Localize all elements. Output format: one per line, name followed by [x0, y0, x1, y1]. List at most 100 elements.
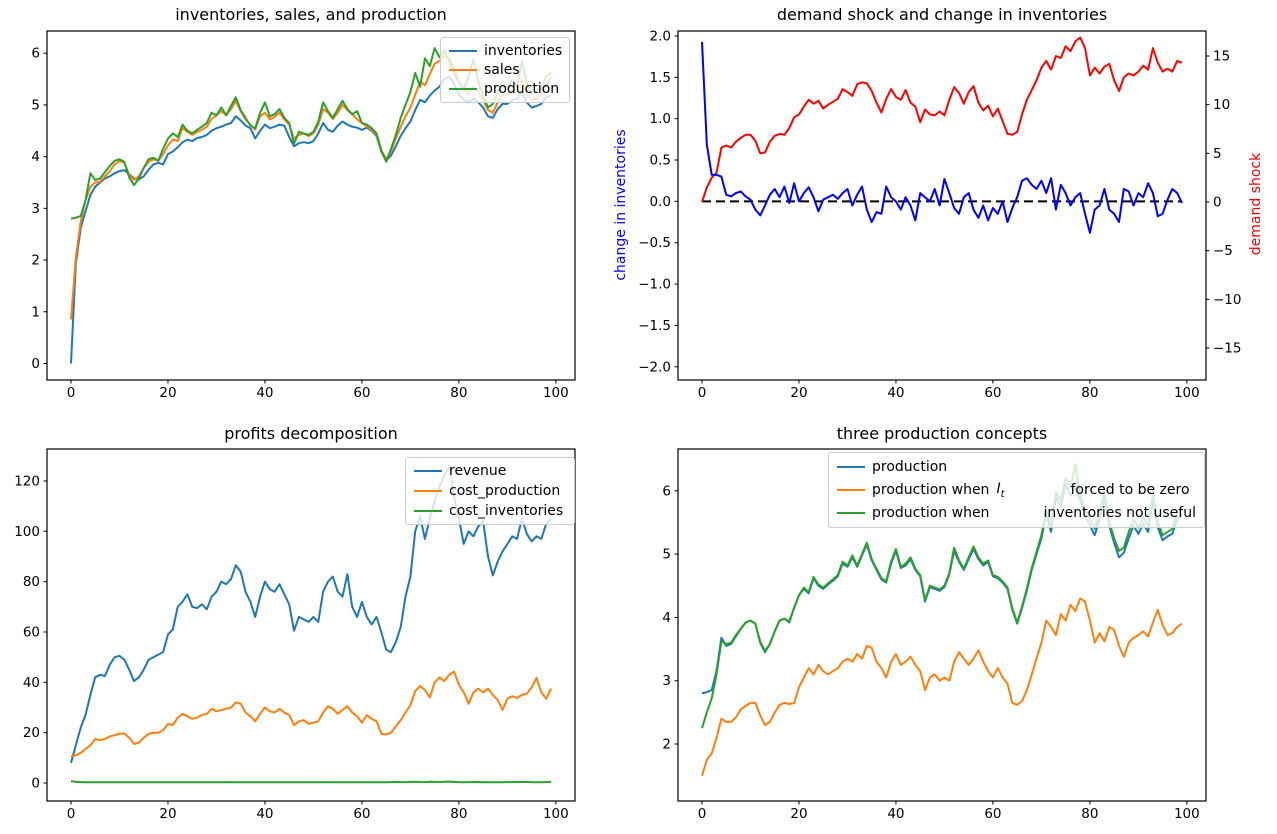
y-tick-label: 40 [23, 675, 40, 691]
x-tick-label: 80 [1081, 806, 1098, 822]
series-line-change-in-inventories [701, 41, 1183, 234]
y-tick-label-right: 15 [1213, 49, 1230, 65]
series-line-cost-production [70, 670, 552, 758]
y-tick-label-right: −15 [1213, 340, 1242, 356]
y-tick-label: 5 [31, 97, 40, 113]
legend-item: production when inventories not useful [837, 505, 1196, 521]
chart2-left-axis-label: change in inventories [613, 129, 629, 281]
y-tick-label: 2 [662, 737, 671, 753]
y-tick-label: 3 [662, 673, 671, 689]
math-symbol-It: It [996, 480, 1005, 500]
axes-frame [46, 30, 576, 381]
y-tick-label: 20 [23, 725, 40, 741]
series-line-revenue [70, 464, 552, 764]
y-tick-label: −2.0 [638, 359, 671, 375]
production-line-swatch [837, 465, 865, 468]
x-tick-label: 100 [543, 385, 569, 401]
production-line-swatch [449, 88, 477, 91]
y-tick-label: 1 [31, 304, 40, 320]
y-tick-label: 5 [662, 547, 671, 563]
y-tick-label: 80 [23, 574, 40, 590]
y-tick-label: 0 [31, 776, 40, 792]
x-tick-label: 100 [1174, 806, 1200, 822]
x-tick-label: 60 [984, 806, 1001, 822]
production-inv-not-useful-line-swatch [837, 512, 865, 515]
legend-item: production [837, 459, 1196, 475]
legend-item: sales [449, 62, 561, 78]
x-tick-label: 0 [698, 806, 707, 822]
x-tick-label: 60 [353, 385, 370, 401]
x-tick-label: 60 [984, 385, 1001, 401]
series-line-cost-inventories [70, 780, 552, 784]
legend-label: cost_production [449, 483, 561, 499]
series-line-demand-shock [701, 36, 1183, 203]
y-tick-label: 2.0 [650, 28, 671, 44]
x-tick-label: 40 [887, 806, 904, 822]
legend-label: cost_inventories [449, 503, 564, 519]
legend-item: inventories [449, 42, 563, 59]
legend-label: production [484, 81, 560, 98]
series-line-inventories [70, 75, 552, 364]
y-tick-label-right: −5 [1213, 243, 1233, 259]
y-tick-label-right: −10 [1213, 292, 1242, 308]
production-forced-zero-line-swatch [837, 488, 865, 491]
x-tick-label: 100 [1174, 385, 1200, 401]
revenue-line-swatch [414, 470, 442, 472]
y-tick-label-right: 0 [1213, 194, 1222, 210]
x-tick-label: 20 [159, 385, 176, 401]
cost-production-line-swatch [414, 490, 442, 492]
y-tick-label: −0.5 [638, 235, 671, 251]
x-tick-label: 20 [790, 385, 807, 401]
y-tick-label-right: 10 [1213, 97, 1230, 113]
legend-item: production [449, 81, 561, 97]
legend-gap [996, 513, 1036, 514]
x-tick-label: 40 [256, 385, 273, 401]
y-tick-label: 4 [662, 610, 671, 626]
y-tick-label: 1.0 [650, 111, 671, 127]
legend-label: production [872, 458, 948, 475]
y-tick-label: 0 [31, 356, 40, 372]
legend-item: cost_production [414, 483, 566, 499]
chart3-legend: revenue cost_production cost_inventories [405, 457, 575, 525]
x-tick-label: 100 [543, 806, 569, 822]
chart4-title: three production concepts [836, 424, 1048, 443]
x-tick-label: 0 [67, 385, 76, 401]
y-tick-label: 120 [14, 473, 40, 489]
sales-line-swatch [449, 68, 477, 71]
y-tick-label: 2 [31, 253, 40, 269]
chart1-title: inventories, sales, and production [175, 5, 447, 24]
axes-frame [46, 448, 576, 802]
y-tick-label: 4 [31, 149, 40, 165]
x-tick-label: 80 [450, 806, 467, 822]
y-tick-label-right: 5 [1213, 146, 1222, 162]
axes-frame [677, 448, 1207, 802]
x-tick-label: 40 [887, 385, 904, 401]
x-tick-label: 20 [790, 806, 807, 822]
cost-inventories-line-swatch [414, 510, 442, 512]
chart2-right-axis-label: demand shock [1248, 152, 1264, 256]
chart1-legend: inventories sales production [440, 37, 570, 103]
legend-label: forced to be zero [1070, 481, 1190, 498]
x-tick-label: 20 [159, 806, 176, 822]
x-tick-label: 80 [1081, 385, 1098, 401]
inventories-line-swatch [449, 49, 477, 52]
chart2-title: demand shock and change in inventories [776, 5, 1108, 24]
x-tick-label: 40 [256, 806, 273, 822]
series-line-production-when-i-t-forced-to-be-zero [701, 597, 1183, 776]
x-tick-label: 60 [353, 806, 370, 822]
axes-frame [677, 30, 1207, 381]
legend-label: production when [872, 481, 990, 498]
y-tick-label: 100 [14, 524, 40, 540]
y-tick-label: 6 [31, 46, 40, 62]
chart3-title: profits decomposition [224, 424, 398, 443]
legend-label: revenue [449, 463, 507, 479]
y-tick-label: 6 [662, 483, 671, 499]
y-tick-label: 0.5 [650, 153, 671, 169]
y-tick-label: 0.0 [650, 194, 671, 210]
x-tick-label: 80 [450, 385, 467, 401]
x-tick-label: 0 [67, 806, 76, 822]
legend-label: inventories [484, 42, 563, 59]
legend-label: inventories not useful [1043, 505, 1196, 522]
